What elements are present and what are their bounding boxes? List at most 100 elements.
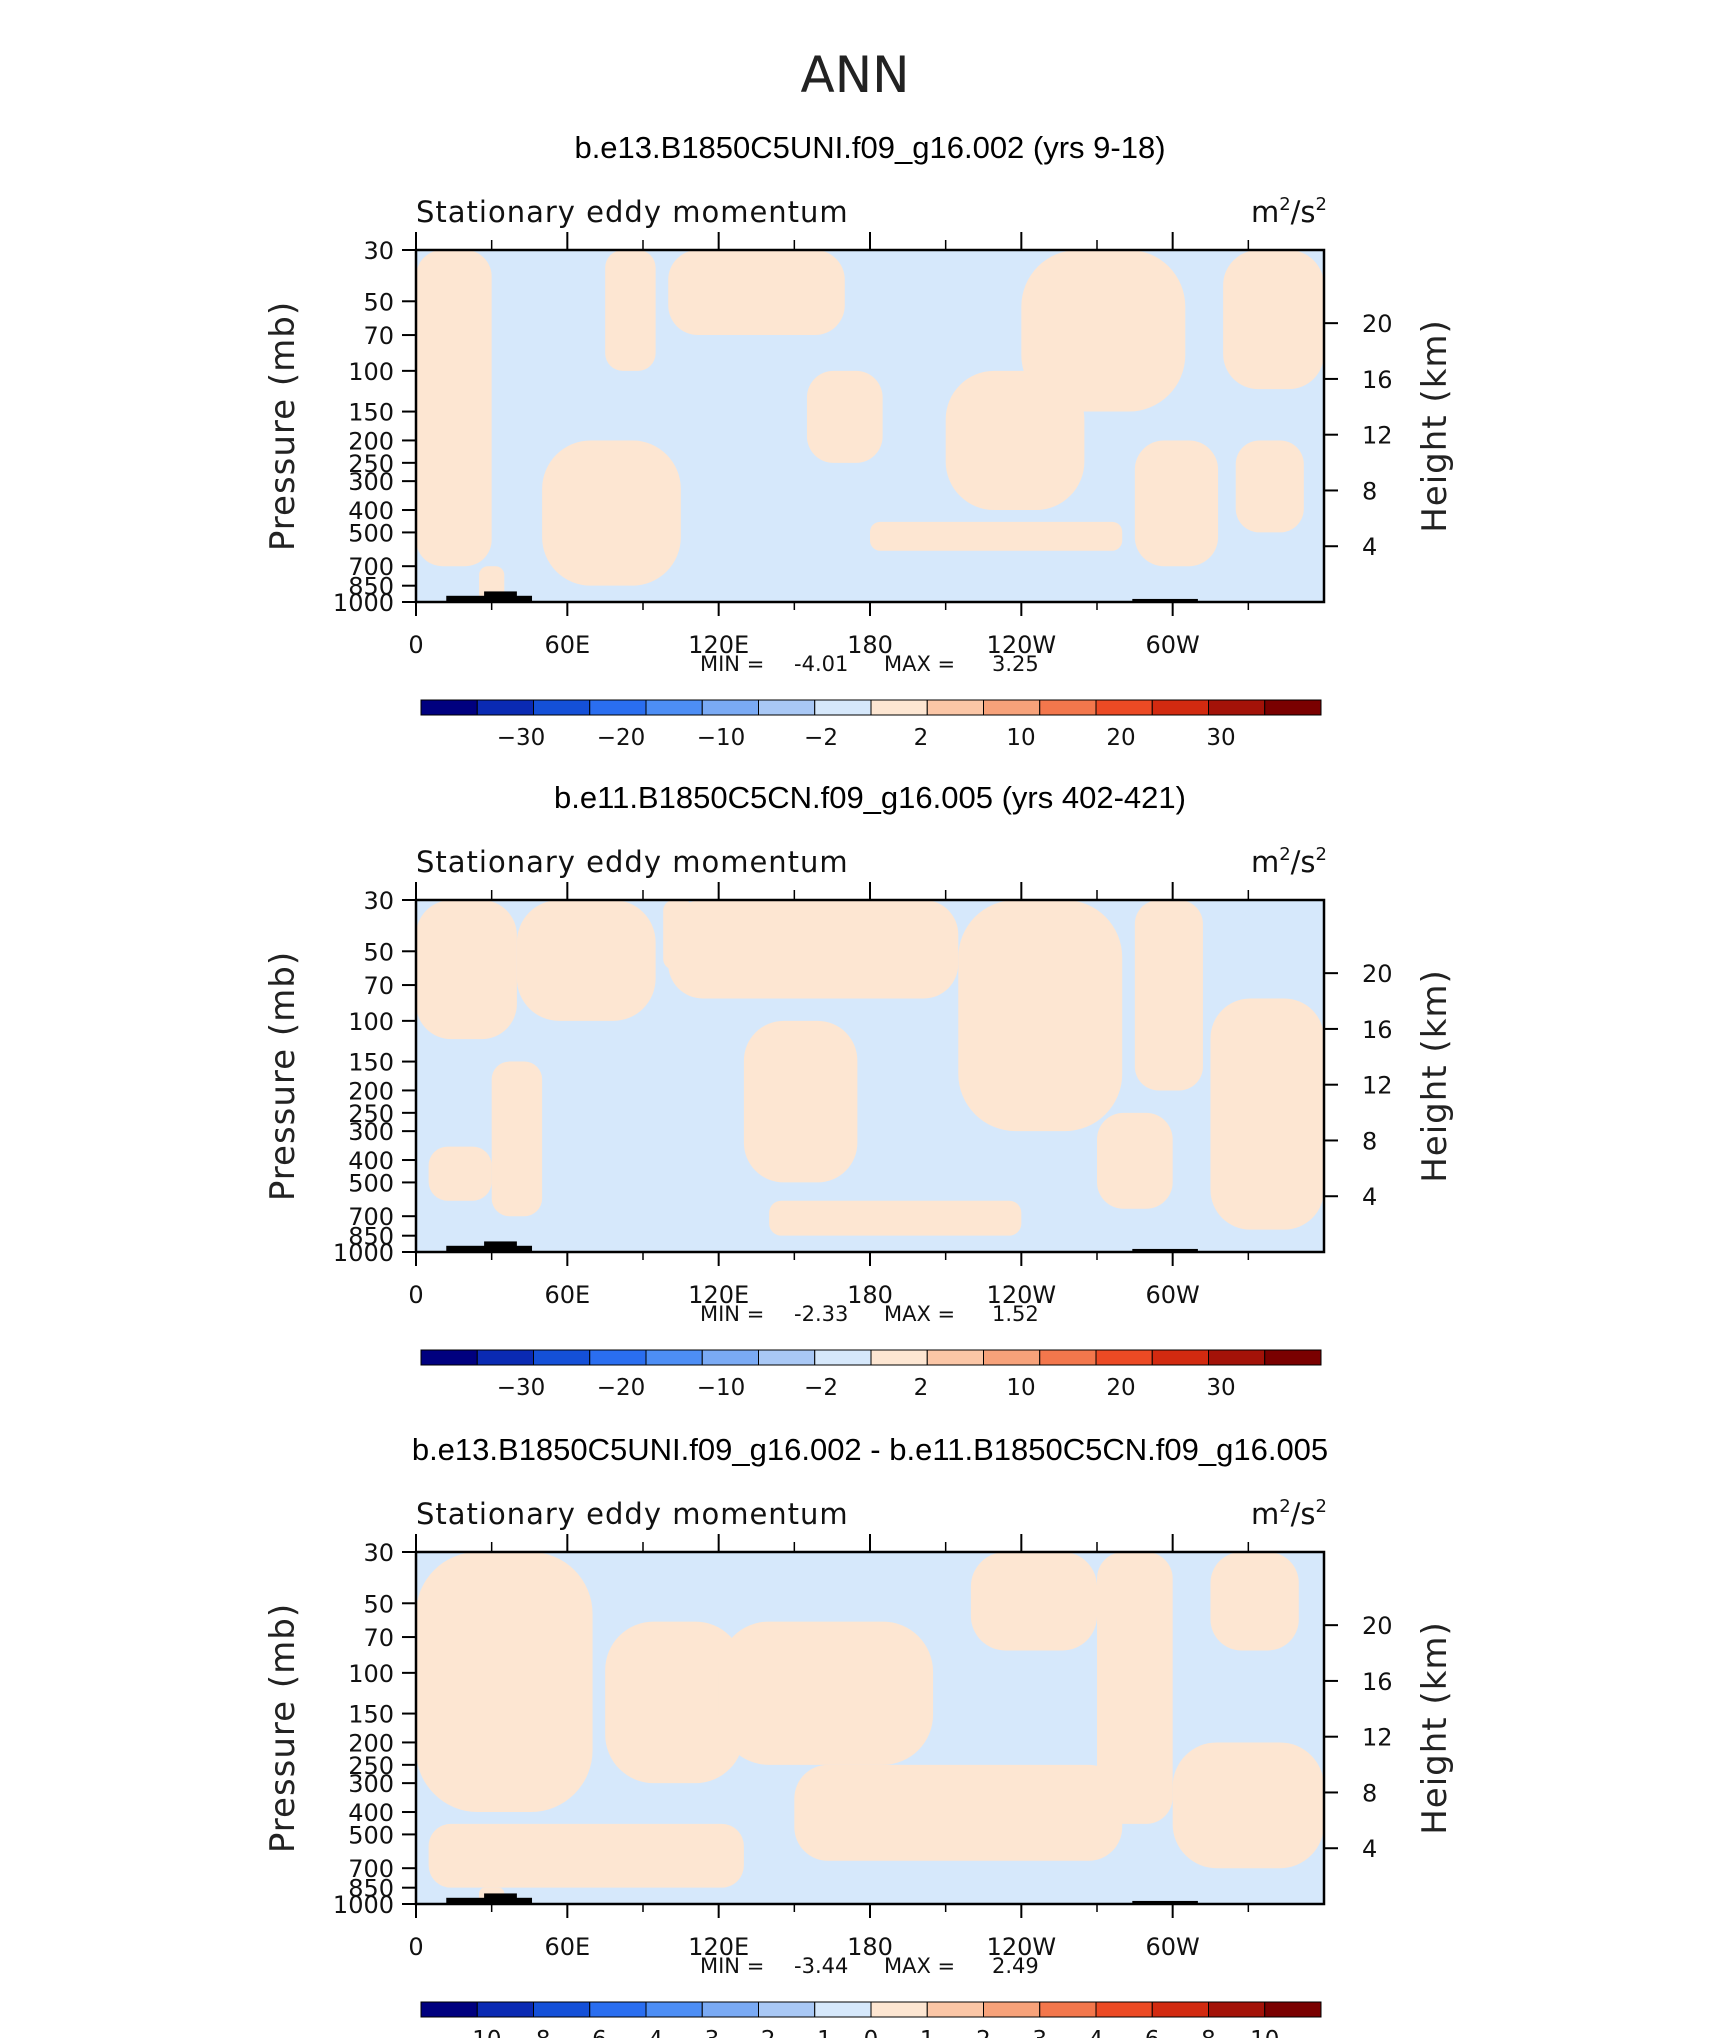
y-tick-label: 300 [348,1118,394,1146]
colorbar-swatch [1208,699,1266,716]
y2-tick-label: 20 [1362,960,1393,988]
terrain-block [1132,1900,1198,1904]
y-tick-label: 1000 [333,1891,394,1919]
colorbar-label: −2 [804,725,838,751]
plot-area [416,900,1324,1252]
positive-region [491,1061,543,1217]
colorbar-label: −30 [497,725,546,751]
colorbar-swatch [1151,1349,1209,1366]
y-axis-title: Pressure (mb) [263,951,303,1201]
positive-region [718,1621,934,1765]
y2-tick-label: 8 [1362,1779,1377,1807]
panel-3: b.e13.B1850C5UNI.f09_g16.002 - b.e11.B18… [263,1432,1455,2043]
colorbar-swatch [645,1349,703,1366]
y-tick-label: 30 [363,237,394,265]
x-tick-label: 120E [688,631,749,659]
y-tick-label: 100 [348,358,394,386]
y-tick-label: 150 [348,399,394,427]
y-tick-label: 30 [363,1539,394,1567]
y-tick-label: 500 [348,1169,394,1197]
terrain-block [1132,598,1198,602]
positive-region [970,1552,1097,1651]
colorbar-swatch [476,1349,534,1366]
colorbar-swatch [1039,2001,1097,2018]
x-tick-label: 180 [847,1933,893,1961]
y-tick-label: 200 [348,427,394,455]
min-value: -2.33 [794,1302,848,1326]
x-tick-label: 60E [544,1933,590,1961]
max-value: 1.52 [992,1302,1039,1326]
x-tick-label: 0 [408,631,423,659]
y-tick-label: 400 [348,1147,394,1175]
colorbar-swatch [1264,699,1322,716]
x-tick-label: 120W [987,631,1057,659]
y2-tick-label: 16 [1362,1016,1393,1044]
y-tick-label: 150 [348,1049,394,1077]
x-tick-label: 60W [1146,1281,1200,1309]
y-tick-label: 700 [348,553,394,581]
y-axis-title: Pressure (mb) [263,1603,303,1853]
colorbar-swatch [1208,1349,1266,1366]
colorbar-swatch [870,699,928,716]
y-tick-label: 30 [363,887,394,915]
colorbar-swatch [814,699,872,716]
y-tick-label: 1000 [333,1239,394,1267]
y-tick-label: 200 [348,1729,394,1757]
min-value: -3.44 [794,1954,848,1978]
y-tick-label: 150 [348,1701,394,1729]
y2-tick-label: 16 [1362,1668,1393,1696]
y-tick-label: 50 [363,288,394,316]
y-tick-label: 250 [348,1752,394,1780]
positive-region [743,1020,858,1183]
panel-1: b.e13.B1850C5UNI.f09_g16.002 (yrs 9-18) S… [263,130,1455,751]
x-tick-label: 0 [408,1281,423,1309]
panel-title: b.e13.B1850C5UNI.f09_g16.002 (yrs 9-18) [574,130,1165,165]
y-tick-label: 500 [348,519,394,547]
y2-tick-label: 8 [1362,1127,1377,1155]
colorbar-label: 10 [1006,1375,1035,1401]
colorbar-label: −10 [697,725,746,751]
colorbar-swatch [533,1349,591,1366]
y-tick-label: 70 [363,1624,394,1652]
positive-region [1210,1552,1299,1651]
colorbar-swatch [1095,2001,1153,2018]
y-tick-label: 400 [348,497,394,525]
colorbar-label: −10 [697,1375,746,1401]
positive-region [416,250,492,567]
colorbar-swatch [1264,2001,1322,2018]
min-label: MIN = [700,1302,764,1326]
left-label: Stationary eddy momentum [416,845,849,879]
y-tick-label: 250 [348,450,394,478]
y2-tick-label: 20 [1362,1612,1393,1640]
y-tick-label: 250 [348,1100,394,1128]
terrain-block [484,591,517,602]
min-value: -4.01 [794,652,848,676]
y-tick-label: 70 [363,972,394,1000]
colorbar-swatch [926,1349,984,1366]
colorbar-swatch [476,2001,534,2018]
colorbar-swatch [420,2001,478,2018]
colorbar-label: 10 [1250,2027,1279,2038]
x-tick-label: 120W [987,1933,1057,1961]
positive-region [794,1764,1123,1861]
y-axis-title: Pressure (mb) [263,301,303,551]
y2-tick-label: 16 [1362,366,1393,394]
colorbar-swatch [589,2001,647,2018]
y-tick-label: 70 [363,322,394,350]
colorbar-swatch [870,1349,928,1366]
y-tick-label: 300 [348,468,394,496]
y-tick-label: 100 [348,1008,394,1036]
colorbar-swatch [983,699,1041,716]
colorbar-label: 8 [1201,2027,1216,2038]
colorbar-swatch [420,1349,478,1366]
y2-tick-label: 4 [1362,533,1377,561]
colorbar-label: 4 [1089,2027,1104,2038]
positive-region [1021,250,1186,412]
colorbar-swatch [533,2001,591,2018]
positive-region [516,900,656,1021]
units-label: m2/s2 [1251,844,1327,879]
colorbar-label: −1 [798,2027,832,2038]
colorbar-label: 6 [1145,2027,1160,2038]
x-tick-label: 120E [688,1933,749,1961]
